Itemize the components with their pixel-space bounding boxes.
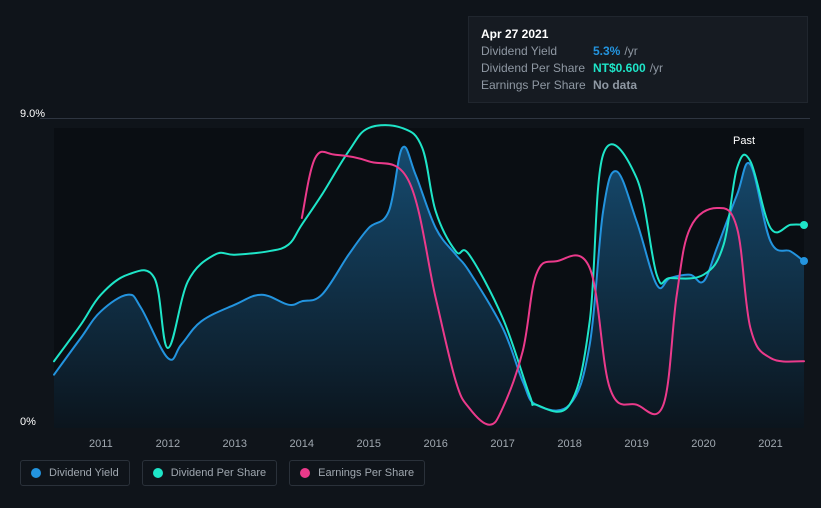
tooltip-row: Dividend Yield5.3% /yr [481,44,795,58]
chart-tooltip: Apr 27 2021 Dividend Yield5.3%/yrDividen… [468,16,808,103]
y-axis-label-max: 9.0% [20,108,45,120]
tooltip-row-unit: /yr [624,44,637,58]
x-tick-label: 2015 [356,438,380,450]
tooltip-row-value: 5.3% [593,44,620,58]
tooltip-date: Apr 27 2021 [481,27,795,41]
x-tick-label: 2021 [758,438,782,450]
tooltip-row: Earnings Per ShareNo data [481,78,795,92]
chart-legend: Dividend Yield Dividend Per Share Earnings… [20,460,425,486]
x-tick-label: 2014 [290,438,314,450]
end-marker-dividend-per-share [800,221,808,229]
tooltip-row-label: Earnings Per Share [481,78,593,92]
area-dividend-yield [54,147,804,428]
x-tick-label: 2018 [557,438,581,450]
legend-item[interactable]: Earnings Per Share [289,460,425,486]
legend-swatch [300,468,310,478]
tooltip-row-value: No data [593,78,637,92]
legend-item[interactable]: Dividend Per Share [142,460,277,486]
x-tick-label: 2020 [691,438,715,450]
legend-swatch [153,468,163,478]
legend-label: Dividend Yield [49,467,119,479]
x-tick-label: 2019 [624,438,648,450]
end-marker-dividend-yield [800,257,808,265]
plot-area[interactable] [54,128,804,428]
tooltip-row: Dividend Per ShareNT$0.600/yr [481,61,795,75]
legend-label: Earnings Per Share [318,467,414,479]
x-tick-label: 2016 [423,438,447,450]
chart-svg [54,128,804,428]
legend-swatch [31,468,41,478]
tooltip-row-unit: /yr [650,61,663,75]
tooltip-row-value: NT$0.600 [593,61,646,75]
x-tick-label: 2012 [156,438,180,450]
x-tick-label: 2017 [490,438,514,450]
y-axis-label-min: 0% [20,416,36,428]
legend-label: Dividend Per Share [171,467,266,479]
past-badge: Past [733,135,755,147]
tooltip-row-label: Dividend Yield [481,44,593,58]
x-axis-ticks: 2011 2012 2013 2014 2015 2016 2017 2018 2019 2020… [54,438,804,458]
grid-line-top [40,118,810,119]
x-tick-label: 2013 [223,438,247,450]
x-tick-label: 2011 [89,438,113,450]
tooltip-row-label: Dividend Per Share [481,61,593,75]
legend-item[interactable]: Dividend Yield [20,460,130,486]
